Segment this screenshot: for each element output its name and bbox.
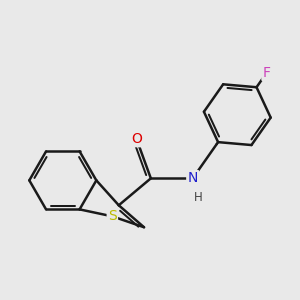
Text: O: O	[131, 132, 142, 146]
Text: H: H	[194, 191, 202, 204]
Text: N: N	[188, 171, 198, 185]
Text: F: F	[263, 66, 271, 80]
Text: S: S	[108, 209, 117, 224]
